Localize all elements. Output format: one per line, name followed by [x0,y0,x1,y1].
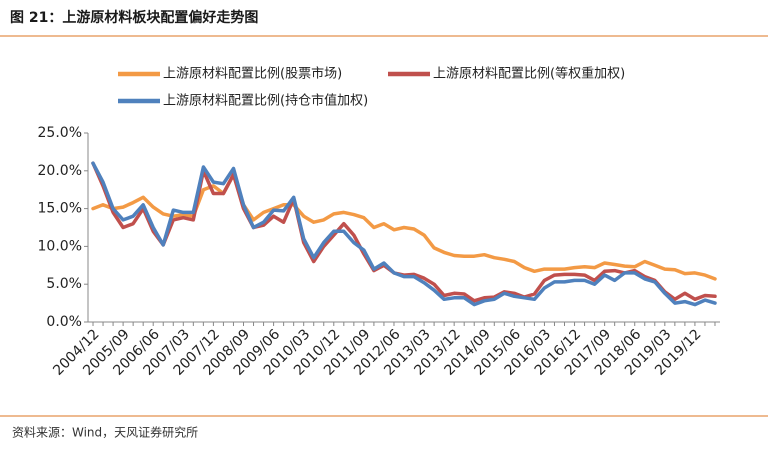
y-tick-label: 0.0% [46,314,82,330]
y-tick-label: 15.0% [38,201,82,217]
y-tick-label: 10.0% [38,238,82,254]
legend-label: 上游原材料配置比例(股票市场) [163,66,342,82]
y-tick-label: 20.0% [38,163,82,179]
series-line [91,172,717,281]
series-line [91,161,717,303]
legend-label: 上游原材料配置比例(持仓市值加权) [163,93,368,109]
y-tick-label: 5.0% [46,276,82,292]
legend-label: 上游原材料配置比例(等权重加权) [433,66,625,82]
y-tick-label: 25.0% [38,125,82,141]
source-note: 资料来源：Wind，天风证券研究所 [12,425,198,440]
chart-title: 图 21：上游原材料板块配置偏好走势图 [10,9,258,26]
series-line [91,161,717,307]
